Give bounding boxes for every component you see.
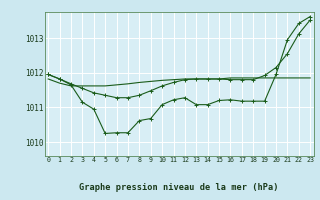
Text: Graphe pression niveau de la mer (hPa): Graphe pression niveau de la mer (hPa) bbox=[79, 183, 279, 192]
